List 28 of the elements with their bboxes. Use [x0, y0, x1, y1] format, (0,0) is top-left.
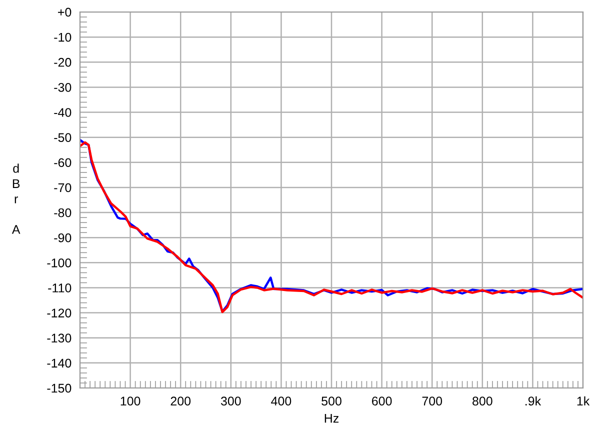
- text: dBr A: [12, 164, 20, 234]
- y-tick-label: -80: [54, 208, 72, 218]
- y-tick-label: -10: [54, 32, 72, 42]
- x-tick-label: 600: [372, 396, 392, 406]
- x-tick-label: 300: [220, 396, 241, 406]
- y-tick-label: -130: [47, 334, 72, 343]
- y-tick-label: -140: [47, 358, 72, 368]
- y-tick-label: -20: [54, 58, 72, 67]
- y-tick-label: -70: [54, 183, 72, 192]
- x-axis-title: Hz: [324, 414, 339, 423]
- y-tick-label: -30: [54, 83, 72, 92]
- x-tick-label: 200: [170, 396, 191, 406]
- x-tick-label: 100: [120, 396, 140, 406]
- y-tick-label: -60: [54, 158, 72, 168]
- y-tick-label: -150: [47, 384, 72, 393]
- x-tick-label: .9k: [526, 396, 542, 406]
- y-tick-label: -50: [54, 133, 72, 142]
- y-tick-label: -100: [47, 258, 72, 268]
- x-tick-label: 1k: [577, 396, 590, 406]
- x-tick-label: 400: [271, 396, 292, 406]
- y-tick-label: -110: [48, 284, 72, 292]
- y-tick-label: -90: [54, 233, 72, 242]
- y-tick-label: -40: [54, 108, 72, 117]
- y-tick-label: +0: [58, 8, 72, 17]
- x-tick-label: 800: [472, 396, 492, 406]
- x-tick-label: 500: [322, 396, 342, 406]
- y-tick-label: -120: [47, 308, 72, 318]
- x-tick-label: 700: [422, 396, 442, 406]
